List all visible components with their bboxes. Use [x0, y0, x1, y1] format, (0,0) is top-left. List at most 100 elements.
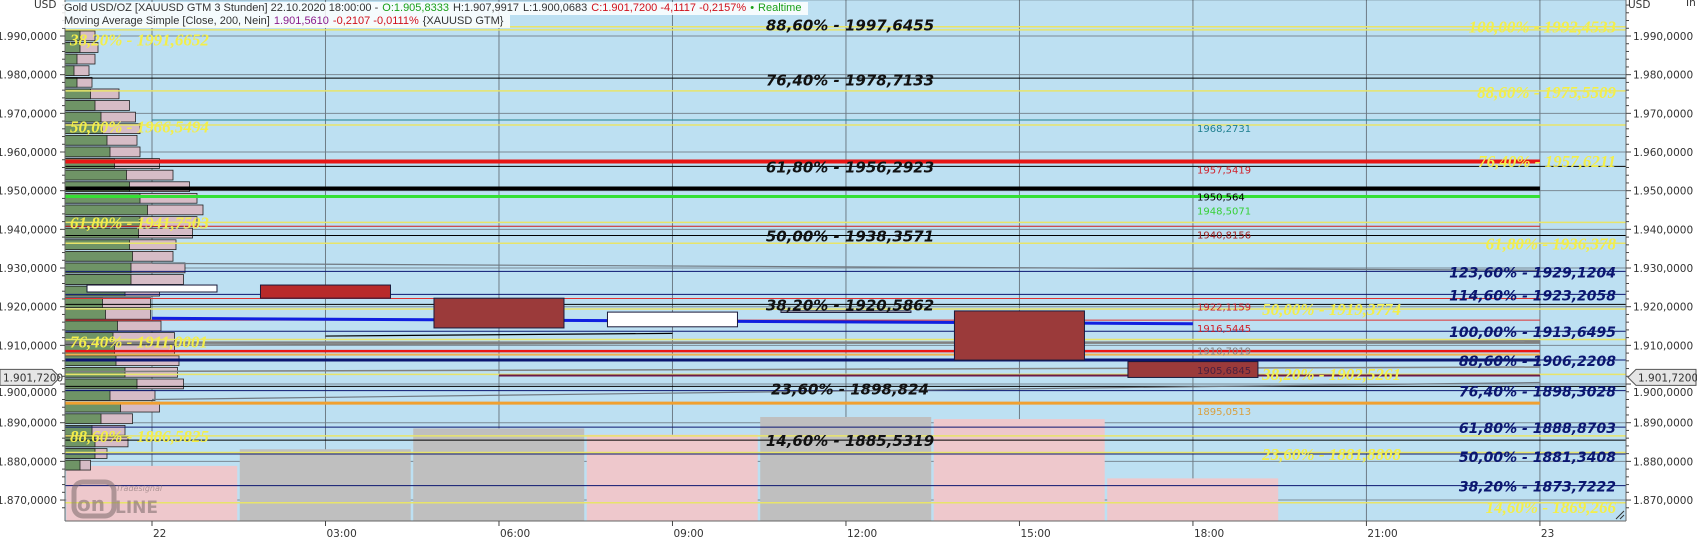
price-level-label: 1895,0513: [1197, 407, 1251, 418]
volume-profile-up-bar: [64, 390, 111, 401]
fib-label-left: 88,60% - 1886,5825: [70, 427, 209, 446]
x-tick-label: 18:00: [1194, 528, 1224, 540]
logo-big-text: LINE: [115, 498, 158, 518]
fib-label-right-yellow: 100,00% - 1992,4533: [1469, 18, 1617, 37]
indicator-name[interactable]: Moving Average Simple [Close, 200, Nein]: [64, 15, 270, 27]
y-tick-label-left: 1.910,0000: [0, 340, 57, 352]
x-tick-label: 09:00: [673, 528, 703, 540]
candle[interactable]: [953, 310, 1085, 361]
y-tick-label-left: 1.900,0000: [0, 387, 57, 399]
volume-profile-up-bar: [64, 378, 138, 390]
fib-label-center: 14,60% - 1885,5319: [766, 432, 934, 450]
volume-profile-up-bar: [64, 146, 111, 158]
y-tick-label-right: 1.950,0000: [1633, 186, 1693, 198]
fib-label-right-yellow: 14,60% - 1869,266: [1486, 498, 1617, 517]
candle[interactable]: [1127, 361, 1259, 378]
volume-bar: [66, 465, 238, 521]
tradesignal-online-logo: on Tradesignal LINE: [71, 479, 163, 519]
low-value: L:1.900,0683: [523, 2, 588, 14]
volume-profile-up-bar: [64, 413, 102, 425]
y-tick-label-left: 1.880,0000: [0, 456, 57, 468]
fib-label-right-yellow: 61,80% - 1936,378: [1486, 234, 1617, 253]
fib-label-right-yellow: 38,20% - 1902,5261: [1261, 365, 1401, 384]
unit-label-right: USD: [1628, 0, 1650, 11]
price-level-label: 1957,5419: [1197, 166, 1251, 177]
candle[interactable]: [433, 297, 565, 329]
price-level-label: 1950,564: [1197, 193, 1245, 204]
volume-profile-up-bar: [64, 53, 78, 65]
moving-average-line[interactable]: [325, 332, 673, 337]
x-tick-label: 15:00: [1020, 528, 1050, 540]
x-tick-label: 21:00: [1367, 528, 1397, 540]
fib-label-center: 50,00% - 1938,3571: [766, 228, 934, 246]
candle[interactable]: [606, 311, 738, 328]
volume-bar: [1107, 478, 1279, 521]
volume-profile-up-bar: [64, 134, 108, 146]
moving-average-line[interactable]: [65, 340, 1540, 346]
volume-profile-up-bar: [64, 250, 133, 262]
fib-label-center: 23,60% - 1898,824: [771, 381, 929, 399]
instrument-header: Gold USD/OZ [XAUUSD GTM 3 Stunden] 22.10…: [61, 2, 809, 15]
open-value: O:1.905,8333: [382, 2, 449, 14]
moving-average-line[interactable]: [151, 381, 1540, 401]
y-tick-label-left: 1.940,0000: [0, 224, 57, 236]
indicator-symbol: {XAUUSD GTM}: [422, 15, 504, 27]
fib-label-left: 50,00% - 1966,5494: [70, 118, 209, 137]
y-tick-label-right: 1.890,0000: [1633, 418, 1693, 430]
y-tick-label-right: 1.870,0000: [1633, 495, 1693, 507]
volume-bar: [760, 417, 932, 521]
fib-label-right-navy: 100,00% - 1913,6495: [1449, 325, 1616, 341]
fib-label-right-yellow: 88,60% - 1975,5509: [1477, 83, 1616, 102]
volume-profile-up-bar: [64, 459, 81, 471]
y-tick-label-left: 1.920,0000: [0, 302, 57, 314]
candle[interactable]: [259, 284, 391, 299]
fib-label-right-navy: 61,80% - 1888,8703: [1459, 421, 1616, 437]
x-tick-label: 06:00: [500, 528, 530, 540]
moving-average-line[interactable]: [65, 366, 1540, 373]
volume-profile-up-bar: [64, 308, 106, 320]
volume-profile-up-bar: [64, 76, 78, 88]
fib-label-right-navy: 123,60% - 1929,1204: [1449, 265, 1616, 281]
current-price-right: 1.901,7200: [1638, 372, 1697, 384]
fib-label-center: 88,60% - 1997,6455: [766, 16, 934, 34]
volume-profile-up-bar: [64, 169, 127, 181]
volume-bar: [239, 449, 411, 521]
price-level-label: 1922,1159: [1197, 302, 1251, 313]
y-tick-label-left: 1.950,0000: [0, 186, 57, 198]
fib-label-right-yellow: 50,00% - 1919,3774: [1262, 300, 1401, 319]
fib-label-left: 76,40% - 1911,0001: [70, 332, 208, 351]
fib-label-right-navy: 114,60% - 1923,2058: [1449, 288, 1616, 304]
y-tick-label-right: 1.970,0000: [1633, 108, 1693, 120]
volume-bar: [933, 419, 1105, 521]
candle[interactable]: [86, 284, 218, 293]
fib-label-right-yellow: 23,60% - 1881,8808: [1261, 445, 1401, 464]
fib-label-center: 61,80% - 1956,2923: [766, 158, 934, 176]
volume-profile-up-bar: [64, 274, 132, 285]
y-tick-label-left: 1.970,0000: [0, 108, 57, 120]
y-tick-label-right: 1.880,0000: [1633, 456, 1693, 468]
x-tick-label: 22: [153, 528, 166, 540]
y-tick-label-right: 1.900,0000: [1633, 387, 1693, 399]
y-tick-label-right: 1.990,0000: [1633, 31, 1693, 43]
instrument-info: Gold USD/OZ [XAUUSD GTM 3 Stunden] 22.10…: [64, 2, 379, 14]
volume-profile-up-bar: [64, 297, 103, 309]
y-tick-label-right: 1.940,0000: [1633, 224, 1693, 236]
fib-label-right-navy: 50,00% - 1881,3408: [1459, 450, 1616, 466]
candle[interactable]: [780, 310, 912, 313]
y-tick-label-right: 1.960,0000: [1633, 147, 1693, 159]
unit-label-left: USD: [34, 0, 56, 11]
fib-label-right-yellow: 76,40% - 1957,6211: [1478, 152, 1616, 171]
volume-profile-up-bar: [64, 100, 96, 111]
current-price-tag-left: [0, 368, 61, 386]
y-tick-label-right: 1.980,0000: [1633, 70, 1693, 82]
volume-profile-up-bar: [64, 320, 118, 332]
moving-average-line[interactable]: [151, 262, 1540, 271]
y-tick-label-left: 1.890,0000: [0, 418, 57, 430]
y-tick-label-right: 1.920,0000: [1633, 302, 1693, 314]
y-tick-label-left: 1.990,0000: [0, 31, 57, 43]
resize-grip-icon[interactable]: [1615, 510, 1625, 520]
logo-small-text: Tradesignal: [116, 484, 163, 493]
y-tick-label-left: 1.930,0000: [0, 263, 57, 275]
fib-label-right-navy: 76,40% - 1898,3028: [1459, 385, 1616, 401]
